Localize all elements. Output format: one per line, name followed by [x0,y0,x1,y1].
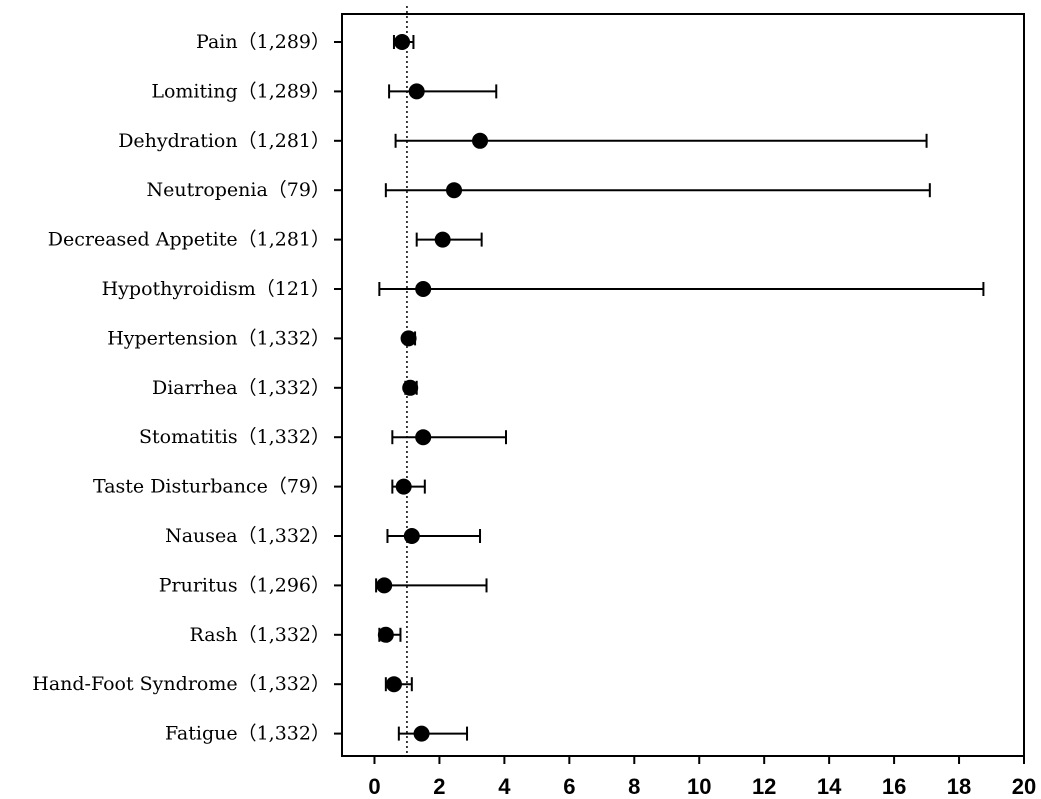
x-tick-label: 6 [563,774,575,799]
forest-row [378,281,985,297]
x-tick-label: 10 [687,774,711,799]
point-estimate [394,34,411,50]
category-label: Diarrhea（1,332） [152,377,330,399]
forest-row [384,676,413,693]
category-label: Lomiting（1,289） [151,80,330,102]
point-estimate [408,83,425,100]
point-estimate [395,478,412,495]
category-label: Pruritus（1,296） [159,574,330,596]
point-estimate [403,528,420,544]
plot-frame [341,13,1025,757]
category-label: Taste Disturbance（79） [93,476,330,498]
category-label: Hand-Foot Syndrome（1,332） [32,673,330,695]
point-estimate [434,231,451,248]
x-axis: 0 2 4 6 8 10 12 14 16 18 20 [368,756,1036,799]
forest-row [386,528,482,544]
category-label: Nausea（1,332） [165,525,330,547]
forest-row [384,182,931,199]
x-tick-label: 16 [882,774,906,799]
forest-row [394,132,928,149]
point-estimate [413,725,430,742]
forest-row [392,34,415,50]
x-tick-label: 4 [498,774,511,799]
estimate-marks [375,34,985,742]
forest-row [402,379,419,396]
point-estimate [376,577,393,594]
y-axis-labels: Pain（1,289） Lomiting（1,289） Dehydration（1,… [32,31,342,745]
point-estimate [400,330,417,347]
category-label: Stomatitis（1,332） [139,426,330,448]
forest-row [391,478,426,495]
forest-row [391,429,508,446]
x-tick-label: 18 [947,774,971,799]
category-label: Decreased Appetite（1,281） [48,229,330,251]
point-estimate [402,379,419,396]
point-estimate [446,182,463,199]
x-tick-label: 12 [752,774,776,799]
forest-row [388,83,498,100]
point-estimate [415,429,432,446]
x-tick-label: 20 [1012,774,1036,799]
forest-row [375,577,488,594]
point-estimate [385,676,402,693]
category-label: Hypertension（1,332） [107,327,330,349]
forest-row [397,725,469,742]
category-label: Rash（1,332） [190,624,330,646]
forest-row [400,330,417,347]
category-label: Dehydration（1,281） [118,130,330,152]
category-label: Neutropenia（79） [147,179,331,201]
x-tick-label: 2 [433,774,445,799]
x-tick-label: 0 [368,774,380,799]
category-label: Fatigue（1,332） [165,723,330,745]
forest-row [377,626,402,643]
x-tick-label: 14 [817,774,842,799]
category-label: Pain（1,289） [196,31,330,53]
x-tick-label: 8 [628,774,640,799]
point-estimate [377,626,394,643]
category-label: Hypothyroidism（121） [102,278,330,300]
forest-row [415,231,483,248]
point-estimate [415,281,432,297]
point-estimate [472,132,489,149]
